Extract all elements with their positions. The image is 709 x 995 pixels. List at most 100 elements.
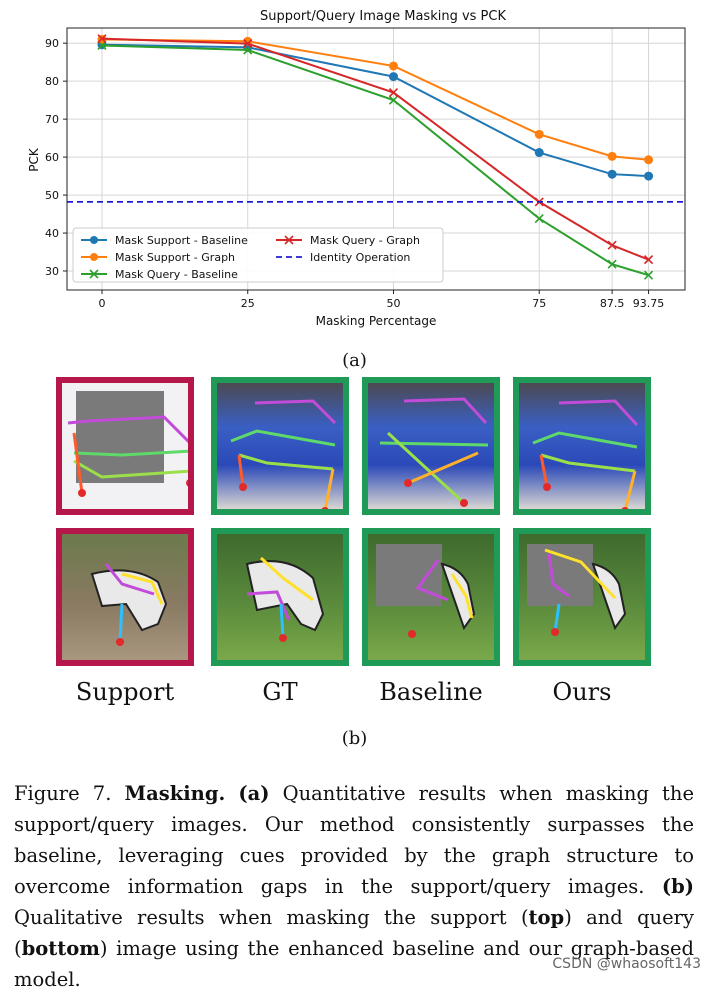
gt-image-bottom [211,528,349,666]
y-axis-label: PCK [27,147,41,172]
legend-marker [90,236,98,244]
subfigure-label-a: (a) [342,350,367,371]
pck-line-chart: Support/Query Image Masking vs PCK 0 25 50… [27,9,686,328]
data-point-mask-query-graph [388,87,399,98]
legend-item-mask-query-graph: Mask Query - Graph [276,234,420,247]
series-line-mask-query-graph [101,37,649,261]
y-tick-label: 30 [45,265,59,278]
data-point-mask-support-baseline [388,72,398,82]
gt-image-top [211,377,349,515]
column-label-ours: Ours [552,678,612,706]
legend-box [72,227,444,283]
ours-image-top [513,377,651,515]
baseline-image-top [362,377,500,515]
chart-series [67,34,685,280]
chart-title: Support/Query Image Masking vs PCK [260,9,506,24]
marker-stroke [607,240,617,250]
marker-stroke [97,40,107,51]
chair-keypoints-baseline [379,397,489,507]
caption-part-b-label: (b) [661,875,694,898]
caption-prefix: Figure 7. [14,782,125,805]
caption-part-a-label: (a) [238,782,270,805]
watermark: CSDN @whaosoft143 [552,956,701,972]
legend-item-mask-support-baseline: Mask Support - Baseline [81,234,248,247]
x-axis-label: Masking Percentage [316,314,437,328]
y-tick-label: 80 [45,75,59,88]
data-point-mask-support-graph [534,129,544,139]
zebra-keypoints-gt [245,556,325,642]
y-tick-label: 90 [45,37,59,50]
data-point-mask-support-baseline [607,169,617,179]
support-image-bottom [56,528,194,666]
y-tick-label: 60 [45,151,59,164]
marker-stroke [643,270,654,280]
x-axis-ticks: 0 25 50 75 87.5 93.75 [98,290,664,310]
data-point-mask-support-graph [644,155,654,165]
baseline-image-bottom [362,528,500,666]
legend-item-mask-support-graph: Mask Support - Graph [81,251,235,264]
caption-part-a-text: Quantitative results when masking the su… [14,782,694,898]
data-point-mask-query-baseline [388,95,399,105]
data-point-mask-support-baseline [644,171,654,181]
legend-item-identity-operation: Identity Operation [276,251,410,264]
column-label-gt: GT [262,678,298,706]
marker-stroke [607,259,617,269]
data-point-mask-query-graph [243,39,253,49]
data-point-mask-support-graph [388,61,398,71]
marker-stroke [643,255,654,265]
zebra-keypoints-baseline [376,544,476,638]
data-point-mask-query-graph [97,34,107,44]
legend-label: Mask Query - Baseline [115,268,238,281]
y-axis-ticks: 30 40 50 60 70 80 90 [45,37,67,278]
data-point-mask-query-baseline [607,259,617,269]
series-line-mask-support-graph [101,38,649,161]
y-tick-label: 40 [45,227,59,240]
column-label-support: Support [75,678,175,706]
chart-legend: Mask Support - Baseline Mask Support - Gr… [72,227,444,283]
figure-caption: Figure 7. Masking. (a) Quantitative resu… [14,778,694,995]
series-line-mask-support-baseline [101,43,649,178]
y-tick-label: 70 [45,113,59,126]
data-point-mask-support-baseline [534,148,544,158]
zebra-keypoints-ours [527,544,627,636]
data-point-mask-query-baseline [97,40,107,51]
x-tick-label: 93.75 [633,297,665,310]
data-point-mask-query-graph [607,240,617,250]
caption-part-b-text2: ) and query ( [14,906,694,960]
chair-keypoints-gt [230,399,337,515]
y-tick-label: 50 [45,189,59,202]
x-tick-label: 0 [98,297,105,310]
marker-stroke [97,34,107,44]
legend-marker [90,253,98,261]
marker-stroke [388,95,399,105]
column-label-baseline: Baseline [379,678,483,706]
support-image-top [56,377,194,515]
marker-stroke [388,87,399,98]
series-line-mask-query-baseline [101,44,649,277]
x-tick-label: 75 [532,297,546,310]
x-tick-label: 87.5 [600,297,625,310]
legend-label: Mask Support - Baseline [115,234,248,247]
ours-image-bottom [513,528,651,666]
legend-label: Identity Operation [310,251,410,264]
caption-top: top [528,906,565,929]
marker-stroke [243,39,253,49]
caption-part-b-text1: Qualitative results when masking the sup… [14,906,529,929]
plot-frame [66,27,686,291]
subfigure-label-b: (b) [341,728,368,749]
chair-keypoints-ours [532,399,639,515]
x-tick-label: 25 [241,297,255,310]
zebra-keypoints-support [90,563,168,646]
masked-chair-sketch [67,391,194,497]
data-point-mask-support-graph [607,151,617,161]
data-point-mask-query-baseline [643,270,654,280]
caption-bottom: bottom [21,937,100,960]
marker-stroke [534,214,544,224]
legend-marker [284,235,294,245]
x-tick-label: 50 [386,297,400,310]
data-point-mask-query-baseline [534,214,544,224]
caption-title: Masking. [124,782,226,805]
legend-marker [89,269,99,279]
legend-label: Mask Query - Graph [310,234,420,247]
legend-item-mask-query-baseline: Mask Query - Baseline [81,268,238,281]
